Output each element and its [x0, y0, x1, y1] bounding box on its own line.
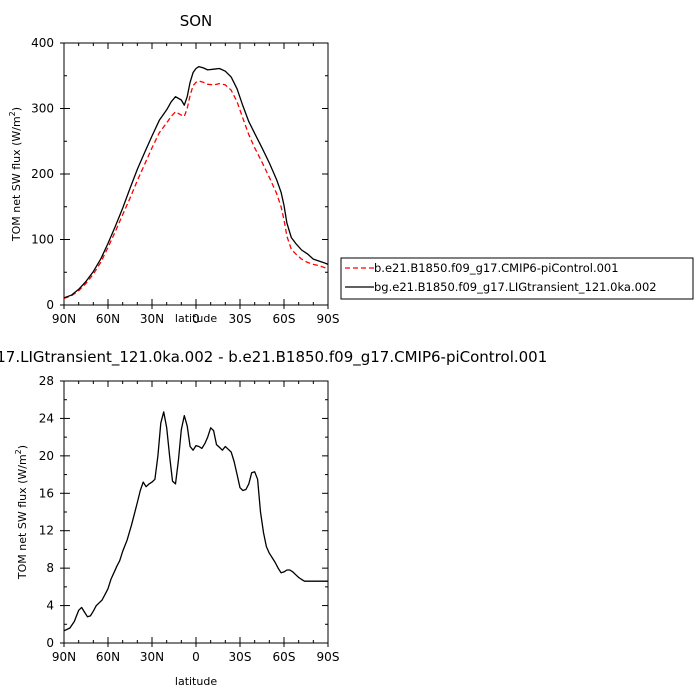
bottom-x-tick-label-2: 30N	[140, 650, 164, 664]
bottom-panel-title: bg.e21.B1850.f09_g17.LIGtransient_121.0k…	[0, 348, 547, 367]
top-x-tick-label-5: 60S	[273, 312, 296, 326]
bottom-x-axis-label: latitude	[175, 675, 217, 688]
top-x-axis-label: latitude	[175, 312, 217, 325]
top-y-tick-label-4: 400	[31, 36, 54, 50]
top-y-axis-label-sup: 2	[8, 111, 17, 116]
top-y-tick-label-3: 300	[31, 102, 54, 116]
top-y-tick-label-1: 100	[31, 233, 54, 247]
top-plot-area: 90N 60N 30N 0 30S 60S 90S 0 100 200 300 400	[31, 36, 339, 326]
top-panel: SON 90N 60N 30N 0 30S 60S 90S 0 100 200 300 400 lat…	[8, 12, 694, 326]
top-y-axis-label-main: TOM net SW flux (W/m	[10, 116, 23, 242]
bottom-y-tick-label-4: 16	[39, 486, 54, 500]
legend-label-ligtransient: bg.e21.B1850.f09_g17.LIGtransient_121.0k…	[374, 280, 657, 294]
top-y-axis-label: TOM net SW flux (W/m2)	[8, 107, 23, 242]
bottom-x-tick-label-3: 0	[192, 650, 200, 664]
bottom-series-line-0	[63, 411, 328, 632]
bottom-plot-area: 90N 60N 30N 0 30S 60S 90S 0 4 8 12 16 20 24 28	[39, 374, 340, 664]
bottom-y-tick-label-1: 4	[46, 599, 54, 613]
top-y-tick-label-0: 0	[46, 298, 54, 312]
bottom-x-tick-label-5: 60S	[273, 650, 296, 664]
top-series-line-0	[63, 80, 329, 300]
bottom-y-tick-label-6: 24	[39, 411, 54, 425]
top-y-tick-label-2: 200	[31, 167, 54, 181]
bottom-y-tick-label-3: 12	[39, 524, 54, 538]
top-x-tick-label-0: 90N	[52, 312, 76, 326]
top-x-tick-label-4: 30S	[229, 312, 252, 326]
bottom-y-tick-label-2: 8	[46, 561, 54, 575]
top-x-tick-label-2: 30N	[140, 312, 164, 326]
top-series-line-1	[63, 65, 329, 299]
bottom-panel: bg.e21.B1850.f09_g17.LIGtransient_121.0k…	[0, 348, 547, 688]
bottom-x-tick-label-0: 90N	[52, 650, 76, 664]
top-x-tick-label-1: 60N	[96, 312, 120, 326]
bottom-y-tick-label-7: 28	[39, 374, 54, 388]
top-panel-title: SON	[180, 12, 213, 30]
legend-label-picontrol: b.e21.B1850.f09_g17.CMIP6-piControl.001	[374, 261, 619, 275]
bottom-x-tick-label-6: 90S	[317, 650, 340, 664]
legend-box	[340, 257, 694, 300]
bottom-x-tick-label-4: 30S	[229, 650, 252, 664]
top-x-tick-label-3: 0	[192, 312, 200, 326]
bottom-y-tick-label-0: 0	[46, 636, 54, 650]
bottom-y-tick-label-5: 20	[39, 449, 54, 463]
bottom-plot-frame	[63, 380, 329, 644]
bottom-y-axis-label: TOM net SW flux (W/m2)	[14, 445, 29, 580]
bottom-y-axis-label-close: )	[16, 445, 29, 449]
top-y-axis-label-close: )	[10, 107, 23, 111]
legend: b.e21.B1850.f09_g17.CMIP6-piControl.001 …	[340, 257, 694, 300]
bottom-y-axis-label-main: TOM net SW flux (W/m	[16, 454, 29, 580]
bottom-x-tick-label-1: 60N	[96, 650, 120, 664]
top-x-tick-label-6: 90S	[317, 312, 340, 326]
bottom-y-axis-label-sup: 2	[14, 449, 23, 454]
